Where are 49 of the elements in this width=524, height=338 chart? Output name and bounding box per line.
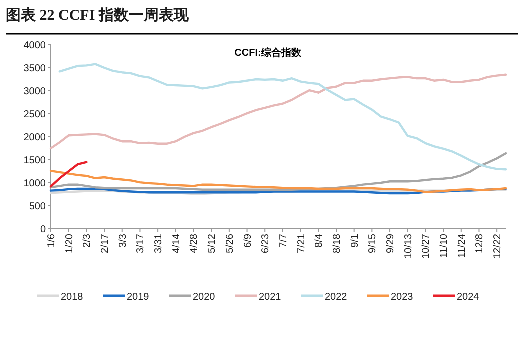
x-tick-label: 4/14 (171, 234, 182, 254)
legend-label: 2023 (391, 292, 414, 303)
line-series (50, 152, 508, 191)
chart-subtitle: CCFI:综合指数 (234, 47, 302, 59)
chart-title: 图表 22 CCFI 指数一周表现 (6, 7, 190, 24)
x-tick-label: 7/7 (278, 234, 290, 248)
y-tick-label: 500 (29, 202, 46, 212)
x-tick-label: 7/21 (296, 234, 308, 254)
x-tick-label: 9/29 (386, 234, 397, 254)
legend-label: 2021 (259, 292, 282, 303)
y-tick-label: 2000 (24, 132, 46, 144)
y-tick-label: 4000 (24, 40, 46, 52)
y-tick-label: 3000 (24, 86, 46, 98)
x-tick-label: 11/10 (439, 234, 450, 258)
y-tick-label: 0 (40, 224, 46, 236)
x-tick-label: 10/13 (403, 234, 414, 260)
x-tick-label: 9/1 (350, 234, 361, 248)
y-tick-label: 1000 (24, 178, 46, 190)
x-tick-label: 4/28 (189, 234, 200, 254)
x-tick-label: 2/17 (100, 234, 112, 254)
legend-label: 2024 (457, 292, 480, 303)
x-tick-label: 9/15 (368, 234, 379, 254)
x-tick-label: 3/3 (118, 234, 129, 248)
y-tick-label: 1500 (24, 156, 46, 166)
line-series (50, 74, 508, 150)
x-tick-label: 8/18 (332, 234, 343, 254)
legend-label: 2018 (61, 292, 84, 303)
line-series (50, 161, 88, 188)
legend-label: 2022 (325, 292, 348, 303)
x-tick-label: 11/24 (456, 234, 468, 258)
x-tick-label: 6/9 (242, 234, 254, 248)
x-tick-label: 3/31 (154, 234, 165, 254)
x-tick-label: 12/8 (474, 234, 486, 254)
line-series (50, 170, 508, 194)
x-tick-label: 5/12 (207, 234, 218, 254)
x-tick-label: 5/26 (224, 234, 236, 254)
x-tick-label: 10/27 (421, 234, 432, 260)
x-tick-label: 8/4 (314, 234, 326, 248)
y-tick-label: 2500 (24, 110, 46, 120)
legend-label: 2020 (193, 292, 216, 303)
y-tick-label: 3500 (24, 64, 46, 74)
x-tick-label: 6/23 (260, 234, 272, 254)
line-series (58, 63, 508, 171)
x-tick-label: 2/3 (82, 234, 94, 248)
legend-label: 2019 (127, 292, 150, 303)
x-tick-label: 3/17 (136, 234, 147, 254)
x-tick-label: 1/20 (64, 234, 76, 254)
x-tick-label: 1/6 (46, 234, 58, 248)
x-tick-label: 12/22 (492, 234, 504, 260)
